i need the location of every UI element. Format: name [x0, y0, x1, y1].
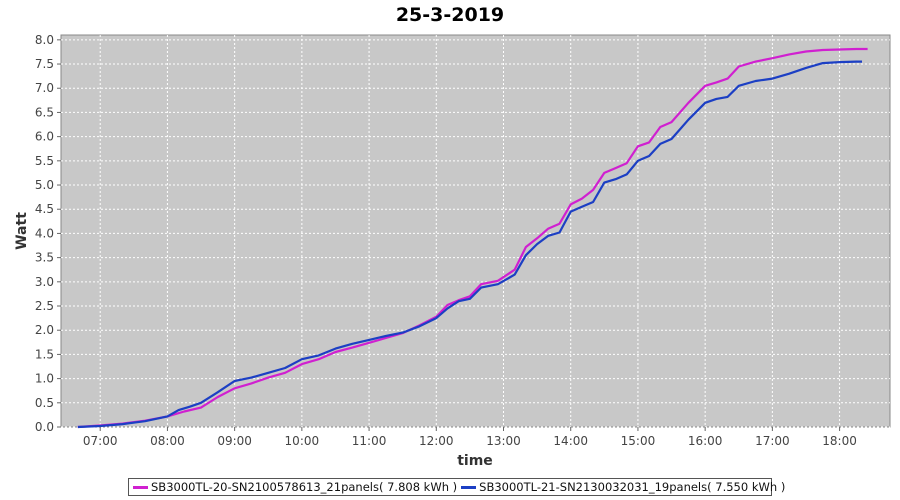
y-tick-label: 3.5	[35, 251, 54, 265]
legend: SB3000TL-20-SN2100578613_21panels( 7.808…	[128, 478, 785, 496]
y-tick-label: 8.0	[35, 33, 54, 47]
legend-item-2: SB3000TL-21-SN2130032031_19panels( 7.550…	[461, 480, 785, 494]
y-tick-label: 1.5	[35, 347, 54, 361]
legend-swatch-2	[461, 485, 477, 489]
y-tick-label: 2.0	[35, 323, 54, 337]
y-tick-label: 7.5	[35, 57, 54, 71]
x-tick-label: 09:00	[217, 434, 252, 448]
y-axis-title: Watt	[14, 212, 30, 250]
y-tick-label: 0.5	[35, 396, 54, 410]
series-line-2	[77, 60, 862, 429]
x-tick-label: 15:00	[621, 434, 656, 448]
y-tick-label: 2.5	[35, 299, 54, 313]
x-tick-label: 10:00	[285, 434, 320, 448]
x-tick-label: 17:00	[755, 434, 790, 448]
y-tick-label: 3.0	[35, 275, 54, 289]
legend-swatch-1	[133, 485, 148, 489]
grid	[61, 35, 890, 428]
legend-label-2: SB3000TL-21-SN2130032031_19panels( 7.550…	[479, 480, 786, 494]
y-tick-label: 0.0	[35, 420, 54, 434]
y-tick-label: 1.0	[35, 372, 54, 386]
y-tick-label: 6.0	[35, 130, 54, 144]
x-tick-label: 12:00	[419, 434, 454, 448]
series-lines	[77, 47, 868, 429]
x-tick-label: 11:00	[352, 434, 387, 448]
x-tick-label: 16:00	[688, 434, 723, 448]
y-tick-label: 4.5	[35, 202, 54, 216]
y-tick-label: 5.5	[35, 154, 54, 168]
x-axis-title: time	[457, 453, 493, 469]
series-line-1	[77, 47, 868, 429]
x-tick-label: 13:00	[486, 434, 521, 448]
x-tick-label: 07:00	[83, 434, 118, 448]
y-tick-label: 5.0	[35, 178, 54, 192]
y-axis-ticks: 0.0 0.5 1.0 1.5 2.0 2.5 3.0 3.5 4.0 4.5 5.0 5.5 6.0 6…	[35, 33, 61, 434]
x-axis-ticks: 07:00 08:00 09:00 10:00 11:00 12:00 13:00 14:00…	[83, 427, 857, 448]
legend-label-1: SB3000TL-20-SN2100578613_21panels( 7.808…	[151, 480, 458, 494]
plot-area	[60, 34, 891, 428]
x-tick-label: 08:00	[150, 434, 185, 448]
chart-title: 25-3-2019	[395, 4, 505, 26]
y-tick-label: 6.5	[35, 105, 54, 119]
chart: 0.0 0.5 1.0 1.5 2.0 2.5 3.0 3.5 4.0 4.5 5.0 5.5 6.0 6…	[14, 33, 891, 469]
y-tick-label: 4.0	[35, 226, 54, 240]
x-tick-label: 14:00	[553, 434, 588, 448]
y-tick-label: 7.0	[35, 81, 54, 95]
legend-item-1: SB3000TL-20-SN2100578613_21panels( 7.808…	[133, 480, 457, 494]
x-tick-label: 18:00	[822, 434, 857, 448]
